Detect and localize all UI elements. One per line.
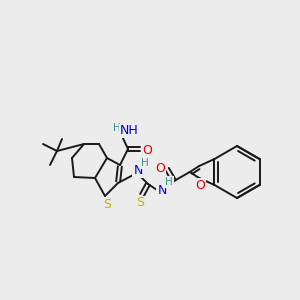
Text: S: S xyxy=(103,197,111,211)
Text: N: N xyxy=(133,164,143,178)
Text: S: S xyxy=(136,196,144,209)
Text: O: O xyxy=(142,143,152,157)
Text: H: H xyxy=(113,123,121,133)
Text: H: H xyxy=(141,158,149,168)
Text: O: O xyxy=(155,161,165,175)
Text: N: N xyxy=(157,184,167,196)
Text: H: H xyxy=(165,177,173,187)
Text: O: O xyxy=(195,179,205,192)
Text: NH: NH xyxy=(120,124,138,137)
